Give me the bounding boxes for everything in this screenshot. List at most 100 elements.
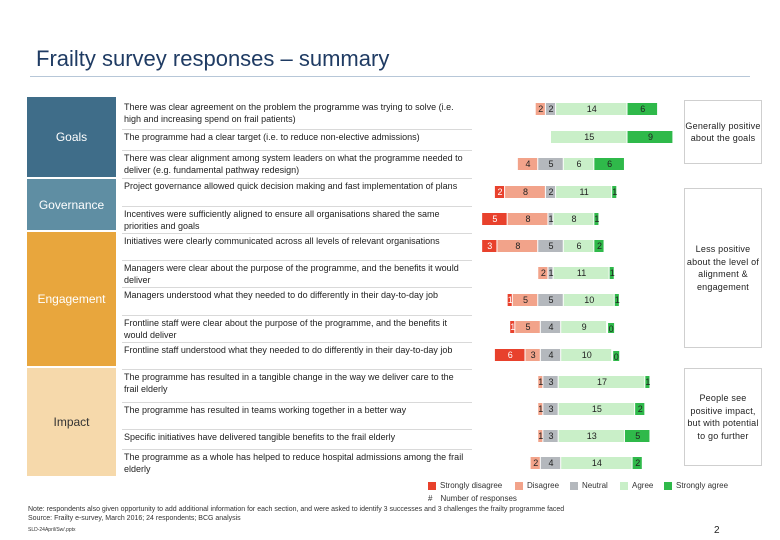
bar-value-label: 4 [548, 458, 553, 468]
bar-agree [561, 321, 607, 333]
bar-value-label: 6 [577, 159, 582, 169]
question-text: The programme had a clear target (i.e. t… [124, 132, 420, 142]
bar-strongly-agree [594, 158, 624, 170]
bar-value-label: 1 [548, 214, 553, 224]
bar-strongly-disagree [482, 213, 507, 225]
bar-neutral [545, 103, 556, 115]
question-text: Project governance allowed quick decisio… [124, 181, 458, 191]
bar-value-label: 6 [640, 104, 645, 114]
bar-value-label: 9 [582, 322, 587, 332]
file-reference: SLD-24April/Sw/.pptx [28, 527, 76, 533]
bar-disagree [525, 349, 540, 361]
bar-value-label: 6 [508, 350, 513, 360]
bar-value-label: 3 [531, 350, 536, 360]
bar-strongly-agree [613, 351, 620, 361]
bar-value-label: 2 [497, 187, 502, 197]
bar-agree [563, 294, 614, 306]
legend-strongly-agree: Strongly agree [664, 481, 728, 490]
bar-value-label: 2 [541, 268, 546, 278]
bar-value-label: 3 [548, 431, 553, 441]
bar-neutral [543, 430, 558, 442]
bar-strongly-agree [635, 403, 645, 415]
bar-agree [563, 240, 594, 252]
bar-agree [561, 457, 632, 469]
footnote: Note: respondents also given opportunity… [28, 506, 565, 513]
bar-disagree [538, 430, 543, 442]
question-divider [122, 402, 472, 403]
bar-value-label: 4 [548, 322, 553, 332]
bar-strongly-agree [627, 131, 673, 143]
page-title: Frailty survey responses – summary [36, 46, 390, 71]
bar-value-label: 3 [487, 241, 492, 251]
bar-strongly-agree [645, 376, 650, 388]
bar-strongly-agree [609, 267, 614, 279]
bar-strongly-disagree [494, 349, 525, 361]
bar-value-label: 10 [582, 350, 592, 360]
legend-label-strongly-disagree: Strongly disagree [440, 481, 503, 490]
question-divider [122, 342, 472, 343]
bar-agree [563, 158, 594, 170]
bar-strongly-disagree [507, 294, 512, 306]
category-engagement: Engagement [27, 232, 116, 366]
legend-swatch-neutral [570, 481, 578, 490]
bar-value-label: 4 [548, 350, 553, 360]
question-divider [122, 369, 472, 370]
question-text: Frontline staff understood what they nee… [124, 345, 453, 355]
bar-value-label: 2 [533, 458, 538, 468]
bar-strongly-disagree [482, 240, 497, 252]
bar-neutral [540, 321, 561, 333]
bar-neutral [538, 240, 563, 252]
bar-value-label: 8 [523, 187, 528, 197]
bar-value-label: 5 [548, 295, 553, 305]
bar-disagree [497, 240, 538, 252]
question-text: Initiatives were clearly communicated ac… [124, 236, 440, 246]
bar-value-label: 1 [548, 268, 553, 278]
legend-swatch-strongly-disagree [428, 481, 436, 490]
question-text: Specific initiatives have delivered tang… [124, 432, 396, 442]
legend-swatch-disagree [515, 481, 523, 490]
bar-value-label: 2 [548, 187, 553, 197]
bar-strongly-agree [632, 457, 642, 469]
bar-value-label: 1 [510, 322, 515, 332]
bar-strongly-agree [614, 294, 619, 306]
legend-number-marker: # [428, 494, 433, 503]
legend-neutral: Neutral [570, 481, 608, 490]
bar-disagree [512, 294, 538, 306]
bar-strongly-agree [624, 430, 650, 442]
bar-neutral [543, 376, 558, 388]
bar-neutral [548, 213, 553, 225]
bar-strongly-agree [594, 240, 604, 252]
bar-value-label: 8 [515, 241, 520, 251]
bar-value-label: 10 [584, 295, 594, 305]
legend-label-neutral: Neutral [582, 481, 608, 490]
bar-value-label: 2 [597, 241, 602, 251]
bar-disagree [515, 321, 540, 333]
bar-value-label: 15 [592, 404, 602, 414]
category-governance: Governance [27, 179, 116, 230]
callout-governance-engagement: Less positive about the level of alignme… [684, 188, 762, 348]
bar-value-label: 3 [548, 404, 553, 414]
question-divider [122, 315, 472, 316]
bar-neutral [540, 349, 561, 361]
bar-value-label: 2 [635, 458, 640, 468]
bar-agree [558, 430, 624, 442]
bar-neutral [538, 158, 563, 170]
bar-disagree [538, 267, 548, 279]
question-divider [122, 206, 472, 207]
bar-value-label: 11 [577, 268, 586, 278]
bar-value-label: 5 [635, 431, 640, 441]
bar-value-label: 2 [538, 104, 543, 114]
bar-neutral [545, 186, 556, 198]
question-text: There was clear alignment among system l… [124, 153, 463, 175]
bar-value-label: 14 [587, 104, 597, 114]
bar-strongly-agree [627, 103, 658, 115]
bar-value-label: 6 [577, 241, 582, 251]
bar-value-label: 5 [523, 295, 528, 305]
question-divider [122, 178, 472, 179]
legend-label-strongly-agree: Strongly agree [676, 481, 729, 490]
bar-agree [556, 186, 612, 198]
bar-agree [553, 267, 609, 279]
bar-agree [551, 131, 627, 143]
question-divider [122, 150, 472, 151]
